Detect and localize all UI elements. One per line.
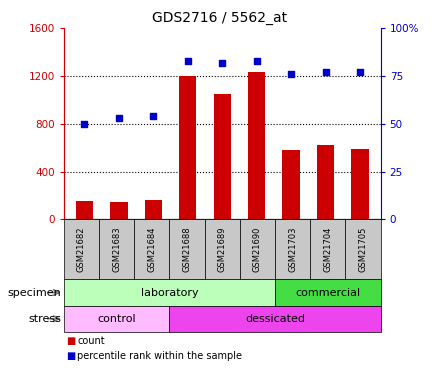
Bar	[240, 219, 275, 279]
Point	[184, 58, 191, 64]
Text: ■: ■	[66, 336, 75, 346]
Bar	[317, 145, 334, 219]
Bar	[110, 202, 128, 219]
Point	[322, 69, 329, 75]
Point	[356, 69, 363, 75]
Text: ■: ■	[66, 351, 75, 361]
Text: GSM21688: GSM21688	[183, 226, 191, 272]
Bar	[282, 150, 300, 219]
Bar	[310, 219, 345, 279]
Text: commercial: commercial	[295, 288, 360, 297]
Text: GSM21682: GSM21682	[77, 226, 86, 272]
Bar	[213, 94, 231, 219]
Text: count: count	[77, 336, 105, 346]
Bar	[169, 306, 381, 332]
Text: GDS2716 / 5562_at: GDS2716 / 5562_at	[152, 11, 288, 25]
Bar	[205, 219, 240, 279]
Bar	[64, 219, 99, 279]
Bar	[275, 279, 381, 306]
Bar	[179, 76, 196, 219]
Text: stress: stress	[29, 314, 62, 324]
Text: GSM21704: GSM21704	[323, 226, 332, 272]
Point	[115, 115, 122, 121]
Bar	[134, 219, 169, 279]
Point	[288, 71, 295, 77]
Bar	[145, 200, 162, 219]
Text: GSM21689: GSM21689	[218, 226, 227, 272]
Bar	[248, 72, 265, 219]
Bar	[64, 279, 275, 306]
Bar	[99, 219, 134, 279]
Point	[81, 121, 88, 127]
Point	[150, 113, 157, 119]
Text: GSM21684: GSM21684	[147, 226, 156, 272]
Text: dessicated: dessicated	[245, 314, 305, 324]
Text: GSM21705: GSM21705	[359, 226, 367, 272]
Text: GSM21703: GSM21703	[288, 226, 297, 272]
Text: specimen: specimen	[8, 288, 62, 297]
Text: percentile rank within the sample: percentile rank within the sample	[77, 351, 242, 361]
Bar	[169, 219, 205, 279]
Text: GSM21683: GSM21683	[112, 226, 121, 272]
Text: GSM21690: GSM21690	[253, 226, 262, 272]
Bar	[345, 219, 381, 279]
Bar	[64, 306, 169, 332]
Bar	[76, 201, 93, 219]
Text: laboratory: laboratory	[141, 288, 198, 297]
Point	[219, 60, 226, 66]
Bar	[351, 149, 369, 219]
Point	[253, 58, 260, 64]
Text: control: control	[97, 314, 136, 324]
Bar	[275, 219, 310, 279]
